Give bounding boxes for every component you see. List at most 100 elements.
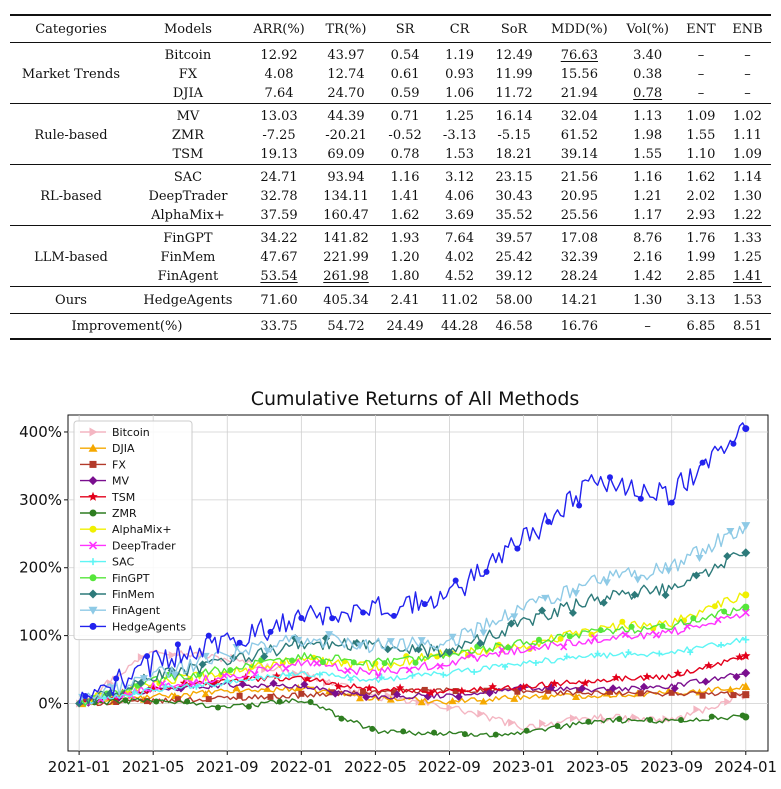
series-marker <box>316 671 323 678</box>
legend-item: DeepTrader <box>80 539 176 552</box>
value-cell: – <box>697 67 705 82</box>
category-cell: Rule-based <box>10 103 132 165</box>
table-header: Categories Models ARR(%) TR(%) SR CR SoR MDD(%)… <box>10 14 771 43</box>
series-marker <box>692 571 701 580</box>
value-cell: 0.78 <box>633 86 663 101</box>
series-marker <box>390 689 397 696</box>
value-cell: -7.25 <box>262 128 296 143</box>
value-cell: 2.93 <box>686 208 716 223</box>
plot-frame <box>67 414 769 752</box>
legend-marker <box>88 606 98 615</box>
series-marker <box>532 660 539 667</box>
series-marker <box>282 664 290 672</box>
value-cell: 53.54 <box>260 269 298 284</box>
series-marker <box>673 668 683 677</box>
series-marker <box>539 719 547 728</box>
table-row: DJIA 7.64 24.70 0.59 1.06 11.72 21.94 0.78 – – <box>10 84 771 104</box>
value-cell: 93.94 <box>314 164 378 187</box>
series-marker <box>647 716 654 723</box>
model-cell: MV <box>131 103 244 126</box>
series-marker <box>189 680 197 688</box>
series-marker <box>168 651 176 660</box>
improvement-value: 44.28 <box>432 313 487 340</box>
model-cell: SAC <box>131 164 244 187</box>
series-end-point <box>742 713 750 721</box>
ours-row: Ours HedgeAgents 71.60 405.34 2.41 11.02… <box>10 286 771 314</box>
series-marker <box>174 696 181 703</box>
series-marker <box>82 693 89 700</box>
y-tick-label: 400% <box>19 423 62 441</box>
series-marker <box>483 568 490 575</box>
series-line <box>78 422 747 704</box>
value-cell: 1.98 <box>633 128 663 143</box>
legend-label: ZMR <box>112 507 137 520</box>
value-cell: 4.02 <box>445 250 475 265</box>
series-marker <box>630 590 639 599</box>
series-marker <box>405 666 413 674</box>
series-marker <box>714 616 722 624</box>
series-marker <box>300 680 309 689</box>
value-cell: 1.22 <box>732 208 762 223</box>
series-marker <box>693 705 701 714</box>
model-cell: TSM <box>172 147 204 162</box>
column-header: CR <box>432 14 487 43</box>
series-marker <box>572 693 581 701</box>
legend-label: FinAgent <box>112 604 161 617</box>
series-marker <box>448 633 457 641</box>
ours-value: 1.30 <box>617 286 678 314</box>
series-marker <box>590 634 599 642</box>
value-cell: 69.09 <box>327 147 365 162</box>
x-tick-label: 2021-09 <box>196 758 259 776</box>
series-marker <box>440 671 447 678</box>
x-tick-label: 2021-01 <box>48 758 111 776</box>
value-cell: 47.67 <box>260 250 298 265</box>
x-tick-label: 2023-01 <box>492 758 555 776</box>
series-end-point <box>742 425 750 433</box>
series-marker <box>198 660 207 669</box>
legend-marker <box>89 525 97 533</box>
model-cell: ZMR <box>171 128 204 143</box>
table-row: FinMem 47.67 221.99 1.20 4.02 25.42 32.39 2.16 1… <box>10 248 771 267</box>
series-marker <box>267 628 274 635</box>
ours-value: 405.34 <box>314 286 378 314</box>
series-marker <box>631 713 639 722</box>
legend-label: Bitcoin <box>112 426 150 439</box>
value-cell: 1.09 <box>677 103 724 126</box>
value-cell: 1.11 <box>732 128 762 143</box>
series-marker <box>431 729 438 736</box>
series-marker <box>193 683 200 690</box>
improvement-value: 24.49 <box>377 313 433 340</box>
legend-frame <box>73 420 193 641</box>
value-cell: 2.16 <box>633 250 663 265</box>
series-marker <box>724 697 732 706</box>
series-marker <box>560 643 568 651</box>
value-cell: 44.39 <box>314 103 378 126</box>
series-marker <box>409 672 416 679</box>
value-cell: – <box>723 42 771 65</box>
series-marker <box>726 527 735 535</box>
series-marker <box>619 618 626 625</box>
value-cell: 134.11 <box>323 189 369 204</box>
series-marker <box>523 727 530 734</box>
improvement-label: Improvement(%) <box>10 313 244 340</box>
series-marker <box>508 718 516 727</box>
value-cell: 16.14 <box>486 103 542 126</box>
series-layer <box>75 422 751 738</box>
model-cell: Bitcoin <box>131 42 244 65</box>
value-cell: 0.93 <box>445 67 475 82</box>
series-marker <box>137 653 145 662</box>
series-marker <box>414 645 423 654</box>
series-marker <box>566 633 573 640</box>
series-marker <box>298 614 305 621</box>
series-fx <box>78 686 750 707</box>
series-marker <box>606 474 613 481</box>
series-marker <box>236 692 243 699</box>
series-marker <box>690 615 697 622</box>
series-marker <box>319 659 326 666</box>
series-marker <box>395 683 405 692</box>
series-marker <box>421 686 428 693</box>
improvement-value: 33.75 <box>243 313 315 340</box>
value-cell: 1.55 <box>633 147 663 162</box>
series-marker <box>325 631 334 639</box>
value-cell: 20.95 <box>560 189 598 204</box>
